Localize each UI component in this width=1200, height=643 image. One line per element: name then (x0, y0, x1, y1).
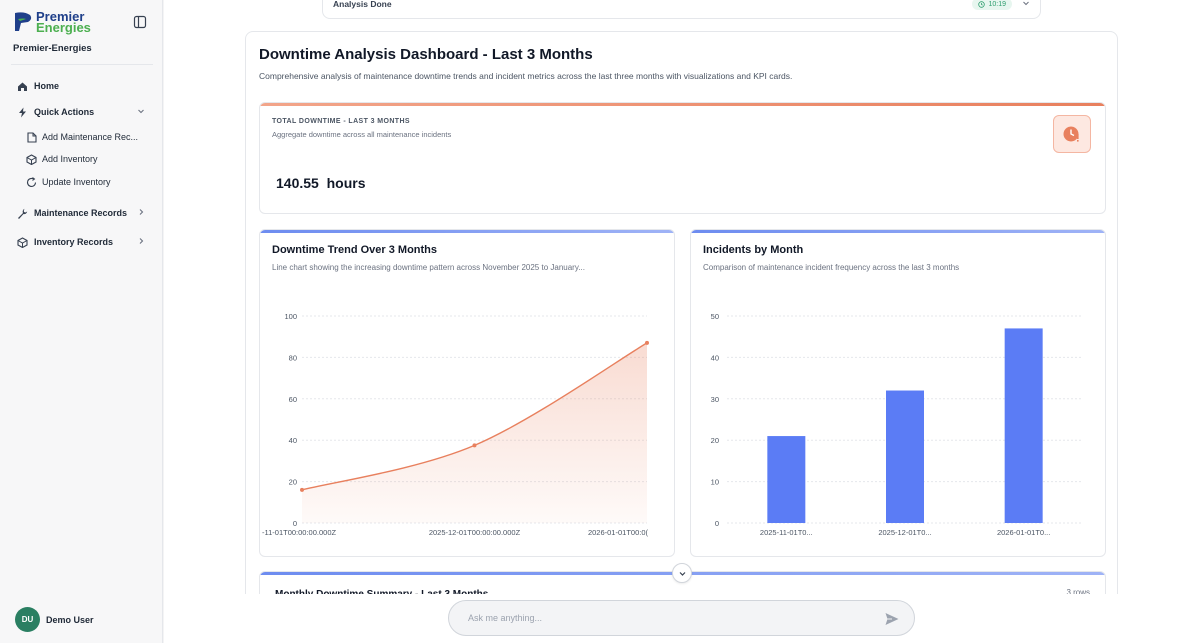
y-tick-label: 30 (711, 395, 719, 404)
sidebar-item-label: Maintenance Records (34, 208, 128, 218)
y-tick-label: 20 (711, 436, 719, 445)
logo-line-2: Energies (36, 20, 91, 35)
chevron-right-icon (139, 209, 144, 215)
data-point (300, 487, 304, 492)
analysis-status-card[interactable]: Analysis Done 10:19 (322, 0, 1041, 19)
clock-alert-icon (1053, 115, 1091, 153)
analysis-status-title: Analysis Done (333, 0, 392, 9)
sidebar-item-inventory-records[interactable]: Inventory Records (11, 231, 152, 253)
dashboard-card: Downtime Analysis Dashboard - Last 3 Mon… (245, 31, 1118, 631)
data-point (645, 340, 649, 345)
scroll-down-button[interactable] (672, 563, 692, 583)
x-tick-label: -11-01T00:00:00.000Z (262, 528, 336, 537)
x-tick-label: 2025-12-01T00:00:00.000Z (429, 528, 521, 537)
y-tick-label: 20 (289, 478, 297, 487)
logo-mark-icon (15, 12, 32, 32)
time-badge: 10:19 (972, 0, 1012, 10)
y-tick-label: 50 (711, 312, 719, 321)
downtime-trend-chart: 0 20 40 60 80 100 -11-01T00:00:00.000Z 2025-12-… (262, 312, 649, 537)
sidebar-item-maintenance-records[interactable]: Maintenance Records (11, 202, 152, 224)
quick-action-label: Add Inventory (42, 154, 98, 164)
y-tick-label: 0 (293, 519, 297, 528)
y-tick-label: 60 (289, 395, 297, 404)
x-tick-label: 2026-01-01T00:0( (588, 528, 649, 537)
quick-action-update-inventory[interactable]: Update Inventory (26, 172, 152, 192)
sidebar-item-label: Home (34, 81, 60, 91)
sidebar-item-label: Quick Actions (34, 107, 95, 117)
home-icon (16, 80, 28, 92)
chevron-down-icon (679, 571, 685, 576)
y-tick-label: 40 (289, 436, 297, 445)
bar (1004, 328, 1043, 523)
chat-composer (448, 600, 915, 636)
dashboard-description: Comprehensive analysis of maintenance do… (259, 71, 793, 81)
file-plus-icon (26, 131, 37, 143)
chart-subtitle: Line chart showing the increasing downti… (272, 263, 585, 272)
chart-accent-bar (691, 230, 1105, 233)
kpi-label: TOTAL DOWNTIME - LAST 3 MONTHS (272, 118, 410, 125)
logo-line-1: Premier (36, 9, 85, 24)
chart-title: Downtime Trend Over 3 Months (272, 244, 438, 256)
y-tick-label: 80 (289, 353, 297, 362)
bar (767, 436, 806, 523)
chevron-down-icon[interactable] (1022, 0, 1030, 7)
x-tick-label: 2025-11-01T0... (760, 528, 813, 537)
chart-accent-bar (260, 230, 674, 233)
sidebar: Premier Energies Premier-Energies Home Q… (0, 0, 163, 643)
kpi-value: 140.55 hours (276, 175, 366, 191)
quick-action-add-maintenance[interactable]: Add Maintenance Rec... (26, 127, 152, 147)
brand-logo[interactable]: Premier Energies (12, 10, 91, 34)
summary-row-count: 3 rows (1066, 588, 1090, 597)
package-plus-icon (26, 153, 37, 165)
y-tick-label: 100 (284, 312, 297, 321)
x-tick-label: 2026-01-01T0... (997, 528, 1050, 537)
chart-card-incidents: Incidents by Month Comparison of mainten… (690, 229, 1106, 557)
avatar: DU (15, 607, 40, 632)
y-tick-label: 10 (711, 478, 719, 487)
package-icon (16, 236, 28, 248)
wrench-icon (16, 207, 28, 219)
main-content: Analysis Done 10:19 Downtime Analysis Da… (164, 0, 1200, 643)
send-icon[interactable] (884, 611, 900, 627)
dashboard-title: Downtime Analysis Dashboard - Last 3 Mon… (259, 46, 593, 63)
time-badge-text: 10:19 (988, 0, 1006, 8)
org-name: Premier-Energies (13, 43, 92, 54)
chevron-down-icon (138, 109, 144, 114)
area-fill (302, 342, 647, 523)
data-point (472, 443, 477, 448)
clock-icon (978, 0, 986, 8)
chevron-right-icon (139, 238, 144, 244)
sidebar-toggle-icon[interactable] (133, 15, 147, 29)
sidebar-item-quick-actions[interactable]: Quick Actions (11, 101, 152, 123)
sidebar-item-label: Inventory Records (34, 237, 114, 247)
chart-title: Incidents by Month (703, 244, 804, 256)
lightning-icon (16, 106, 28, 118)
sidebar-item-home[interactable]: Home (11, 75, 152, 97)
kpi-accent-bar (260, 103, 1105, 106)
user-name: Demo User (46, 614, 94, 625)
user-profile[interactable]: DU Demo User (15, 607, 94, 632)
kpi-value-unit: hours (326, 175, 366, 191)
kpi-sublabel: Aggregate downtime across all maintenanc… (272, 130, 452, 139)
quick-action-label: Add Maintenance Rec... (42, 132, 139, 142)
chat-input[interactable] (468, 613, 868, 623)
kpi-card-total-downtime: TOTAL DOWNTIME - LAST 3 MONTHS Aggregate… (259, 102, 1106, 214)
y-tick-label: 0 (715, 519, 719, 528)
y-tick-label: 40 (711, 353, 719, 362)
refresh-icon (26, 176, 37, 188)
bar (886, 390, 924, 523)
incidents-bar-chart: 0 10 20 30 40 50 2025-11-01T0... 2025-12-01T0..… (711, 312, 1083, 537)
kpi-value-number: 140.55 (276, 175, 319, 191)
quick-action-label: Update Inventory (42, 177, 111, 187)
chart-card-downtime-trend: Downtime Trend Over 3 Months Line chart … (259, 229, 675, 557)
quick-action-add-inventory[interactable]: Add Inventory (26, 149, 152, 169)
x-tick-label: 2025-12-01T0... (878, 528, 931, 537)
sidebar-divider (11, 64, 153, 65)
chart-subtitle: Comparison of maintenance incident frequ… (703, 263, 960, 272)
